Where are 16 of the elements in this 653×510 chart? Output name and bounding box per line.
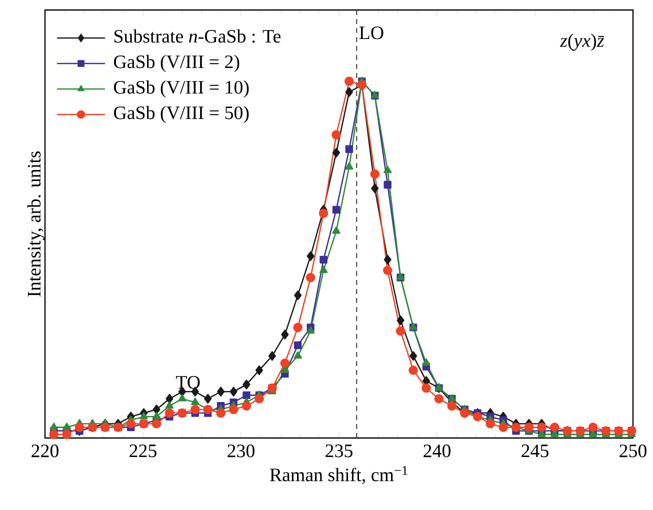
x-tick-label: 220: [32, 444, 58, 458]
x-tick-label: 235: [326, 444, 352, 458]
x-axis-title: Raman shift, cm$^{−1}$: [270, 466, 408, 484]
legend-label: GaSb (V/III = 50): [114, 106, 249, 124]
text: z(yx)z̄: [560, 34, 604, 51]
x-tick-label: 240: [424, 444, 450, 458]
x-tick-label: 230: [228, 444, 254, 458]
x-tick-label: 245: [522, 444, 548, 458]
ref-line-label: LO: [359, 26, 384, 40]
legend-label: GaSb (V/III = 10): [114, 80, 249, 98]
x-tick-label: 225: [130, 444, 156, 458]
legend-label: Substrate n-GaSb : Te: [114, 29, 281, 43]
annotation: TO: [176, 376, 200, 389]
y-axis-title: Intensity, arb. units: [27, 151, 44, 297]
legend-label: GaSb (V/III = 2): [114, 54, 240, 72]
x-tick-label: 250: [620, 444, 646, 458]
